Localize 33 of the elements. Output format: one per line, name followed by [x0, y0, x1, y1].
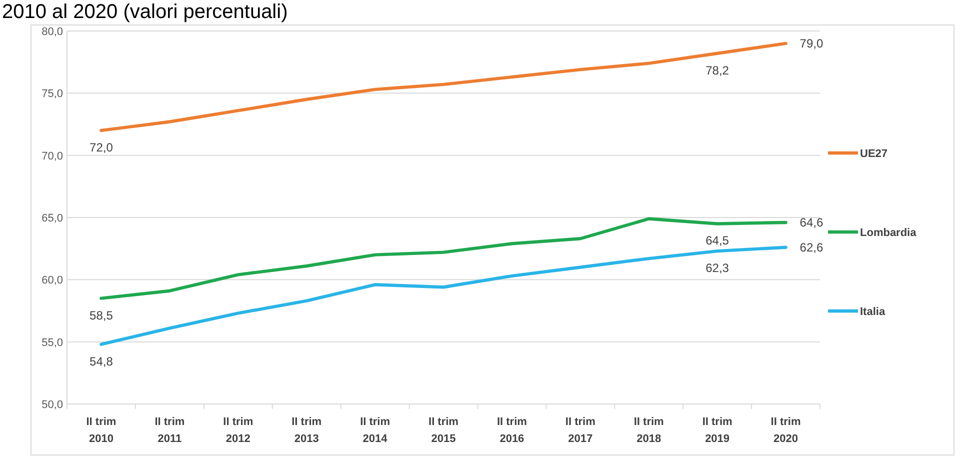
y-tick-label: 60,0 [42, 274, 63, 287]
data-label: 79,0 [800, 36, 824, 50]
legend-label: UE27 [860, 148, 888, 160]
data-label: 58,5 [90, 308, 114, 322]
y-tick-label: 65,0 [42, 212, 63, 224]
x-tick-label: II trim 2020 [770, 416, 801, 445]
y-tick-label: 55,0 [42, 336, 63, 349]
data-label: 62,3 [706, 261, 730, 276]
x-tick-label: II trim 2015 [428, 416, 459, 445]
x-tick-label: II trim 2013 [292, 416, 322, 445]
x-tick-label: II trim 2012 [223, 416, 254, 445]
y-tick-label: 70,0 [42, 150, 63, 162]
line-series [100, 42, 788, 132]
legend-label: Italia [860, 306, 886, 318]
x-tick-label: II trim 2011 [154, 416, 185, 445]
y-tick-label: 80,0 [42, 26, 63, 38]
line-series [100, 217, 788, 300]
x-tick-label: II trim 2010 [86, 416, 116, 445]
x-tick-label: II trim 2018 [634, 416, 664, 445]
x-tick-label: II trim 2014 [360, 416, 390, 445]
chart-title: 2010 al 2020 (valori percentuali) [2, 1, 288, 23]
data-label: 64,5 [706, 234, 730, 248]
x-tick-label: II trim 2019 [702, 416, 733, 445]
x-tick-label: II trim 2017 [565, 416, 596, 445]
data-label: 78,2 [706, 63, 730, 78]
data-label: 64,6 [800, 215, 824, 230]
data-label: 54,8 [90, 354, 114, 368]
y-tick-label: 50,0 [42, 399, 63, 411]
data-label: 72,0 [90, 140, 114, 154]
data-label: 62,6 [800, 240, 824, 254]
x-tick-label: II trim 2016 [496, 416, 528, 445]
legend-label: Lombardia [860, 227, 918, 239]
y-tick-label: 75,0 [42, 88, 63, 100]
